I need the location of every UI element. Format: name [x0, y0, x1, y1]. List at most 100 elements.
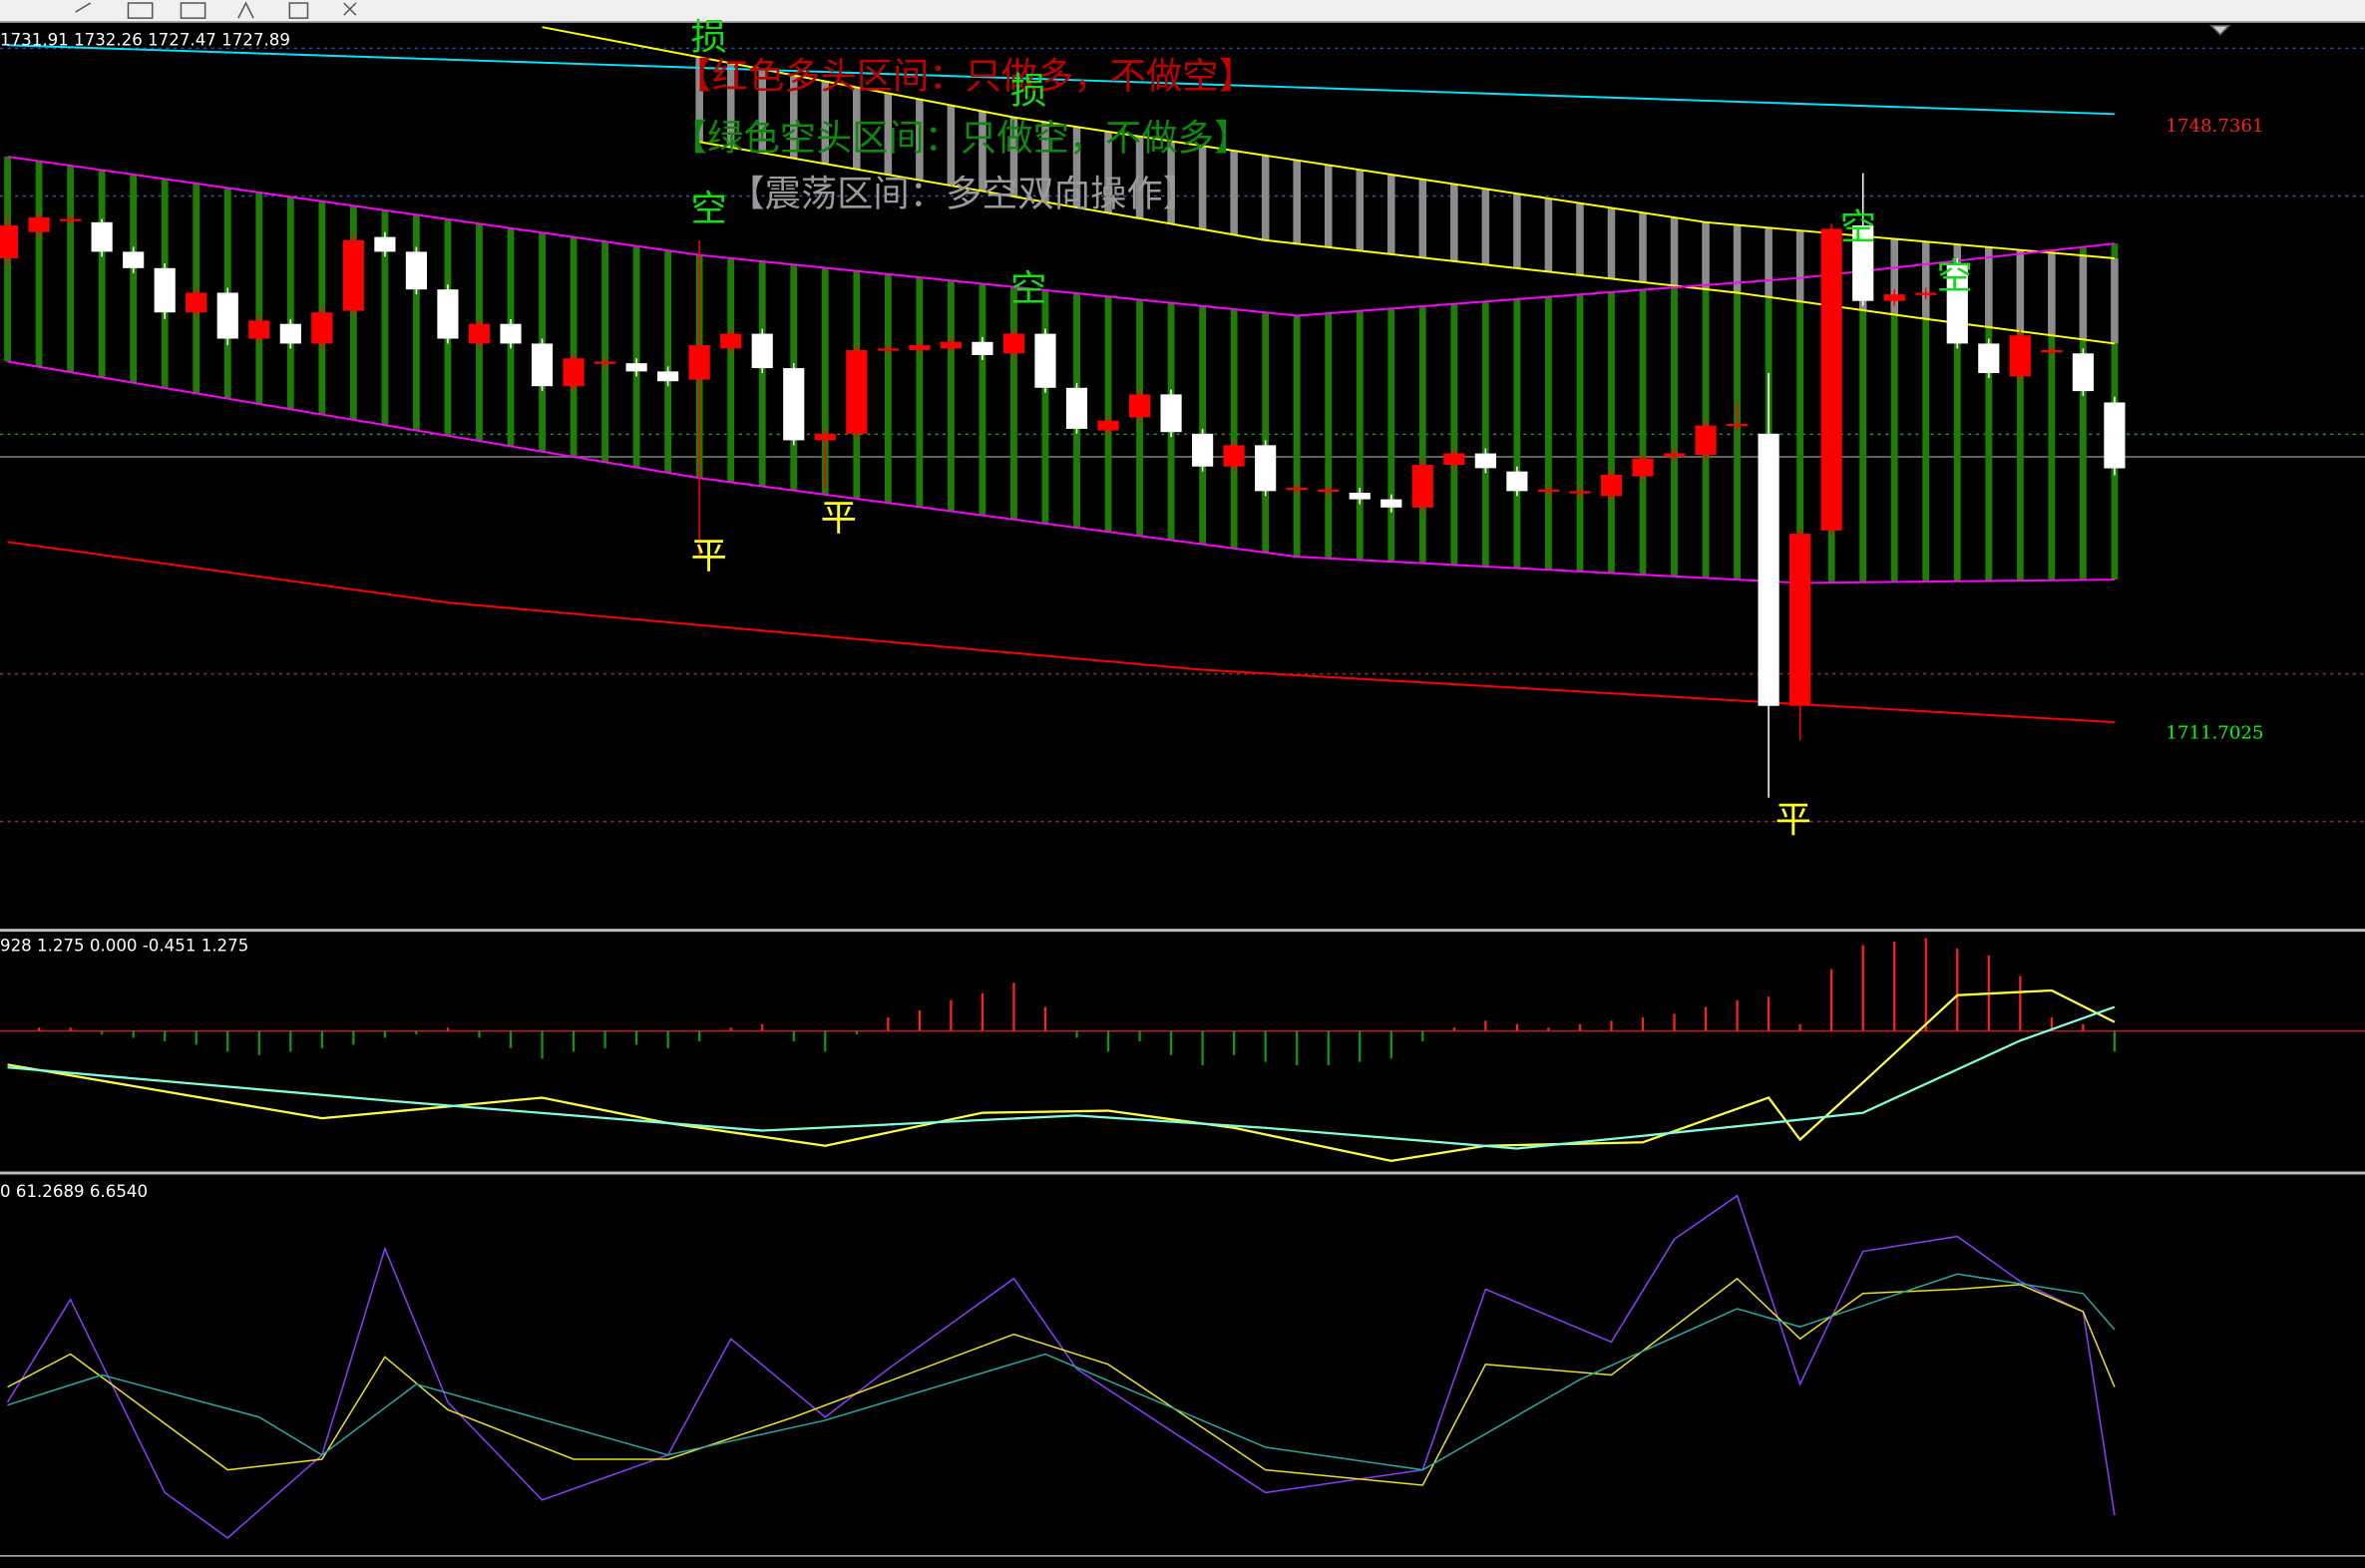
tool-icon[interactable] — [75, 2, 92, 13]
signal-annotation: 平 — [821, 496, 857, 539]
indicator-line — [699, 141, 2116, 345]
candle-body — [405, 251, 428, 290]
candle-body — [940, 341, 962, 349]
candle-body — [657, 371, 679, 382]
candle-body — [1349, 493, 1371, 500]
candle-body — [1852, 225, 1874, 301]
candle-body — [751, 333, 773, 369]
candle-body — [1569, 491, 1591, 494]
price-marker: 1748.7361 — [2166, 116, 2263, 137]
ohlc-label: 1731.91 1732.26 1727.47 1727.89 — [0, 30, 290, 49]
candle-body — [1443, 453, 1465, 466]
indicator-line — [7, 1277, 2116, 1486]
candle-body — [279, 323, 301, 344]
candle-body — [1474, 453, 1496, 469]
candle-body — [1820, 228, 1842, 531]
signal-annotation: 空 — [1840, 205, 1876, 248]
candle-body — [1065, 387, 1088, 429]
scroll-marker[interactable] — [2208, 24, 2231, 36]
indicator-line — [7, 1273, 2116, 1471]
toolbar — [0, 0, 2365, 23]
oscillator-header: 0 61.2689 6.6540 — [0, 1182, 148, 1201]
toolbar-border — [0, 21, 2365, 23]
candle-body — [154, 267, 176, 313]
toolbar-icons — [75, 1, 2231, 36]
candle-body — [1411, 465, 1433, 508]
candle-body — [1380, 499, 1402, 508]
candle-body — [877, 348, 899, 351]
candle-body — [625, 363, 647, 372]
candle-body — [783, 368, 805, 441]
candle-body — [720, 333, 742, 349]
candle-body — [2104, 402, 2126, 469]
candle-body — [248, 320, 270, 339]
candle-body — [1695, 425, 1717, 456]
candle-body — [563, 358, 585, 387]
candle-body — [1600, 474, 1623, 497]
candle-body — [1946, 262, 1968, 344]
candle-body — [342, 239, 364, 311]
candle-body — [1978, 343, 2000, 374]
indicator-line — [7, 44, 2115, 116]
signal-annotation: 平 — [1775, 798, 1811, 841]
macd-header: 928 1.275 0.000 -0.451 1.275 — [0, 937, 248, 956]
candle-body — [531, 343, 554, 387]
candle-body — [1789, 534, 1811, 706]
legend-note: 【红色多头区间：只做多，不做空】 — [675, 55, 1254, 98]
indicator-line — [7, 988, 2116, 1163]
signal-annotation: 空 — [691, 188, 727, 230]
candle-body — [1318, 489, 1340, 492]
candle-body — [1286, 488, 1308, 491]
indicator-line — [542, 26, 2115, 259]
candle-body — [216, 292, 238, 339]
signal-annotation: 空 — [1010, 267, 1046, 310]
candle-body — [1506, 471, 1528, 492]
signal-annotation: 平 — [691, 534, 727, 577]
candle-body — [0, 225, 19, 258]
candle-body — [500, 323, 522, 344]
candle-body — [1758, 433, 1779, 706]
candle-body — [846, 350, 868, 434]
legend-note: 【震荡区间：多空双向操作】 — [728, 173, 1199, 215]
tool-icon[interactable] — [343, 2, 357, 16]
candle-body — [186, 292, 207, 313]
tool-icon[interactable] — [127, 2, 154, 19]
candle-body — [1223, 445, 1245, 467]
candle-body — [1915, 292, 1937, 295]
tool-icon[interactable] — [237, 1, 254, 19]
candle-body — [1883, 294, 1905, 301]
candle-body — [688, 345, 710, 380]
candle-body — [1192, 433, 1214, 467]
candle-body — [1160, 394, 1182, 433]
candle-body — [972, 341, 993, 355]
candle-body — [1097, 420, 1119, 431]
candle-body — [814, 433, 836, 441]
candle-body — [594, 361, 616, 364]
candle-body — [1255, 445, 1277, 492]
candle-body — [2072, 353, 2094, 392]
candle-body — [311, 312, 333, 344]
candle-body — [374, 236, 396, 252]
candle-body — [91, 221, 113, 252]
candle-body — [1537, 489, 1560, 492]
candle-body — [1002, 333, 1025, 354]
signal-annotation: 空 — [1937, 255, 1973, 298]
candle-body — [60, 218, 82, 221]
candle-body — [2009, 335, 2031, 377]
indicator-line — [7, 1005, 2116, 1150]
tool-icon[interactable] — [180, 2, 206, 19]
indicator-line — [7, 156, 2116, 317]
candle-body — [2041, 350, 2063, 353]
signal-annotation: 损 — [691, 15, 727, 58]
candle-body — [123, 251, 145, 268]
candle-body — [28, 216, 50, 232]
candle-body — [1128, 394, 1151, 418]
legend-note: 【绿色空头区间：只做空，不做多】 — [671, 117, 1250, 160]
candle-body — [909, 345, 931, 351]
candle-body — [1632, 458, 1654, 477]
tool-icon[interactable] — [288, 2, 309, 19]
candle-body — [1034, 333, 1056, 388]
